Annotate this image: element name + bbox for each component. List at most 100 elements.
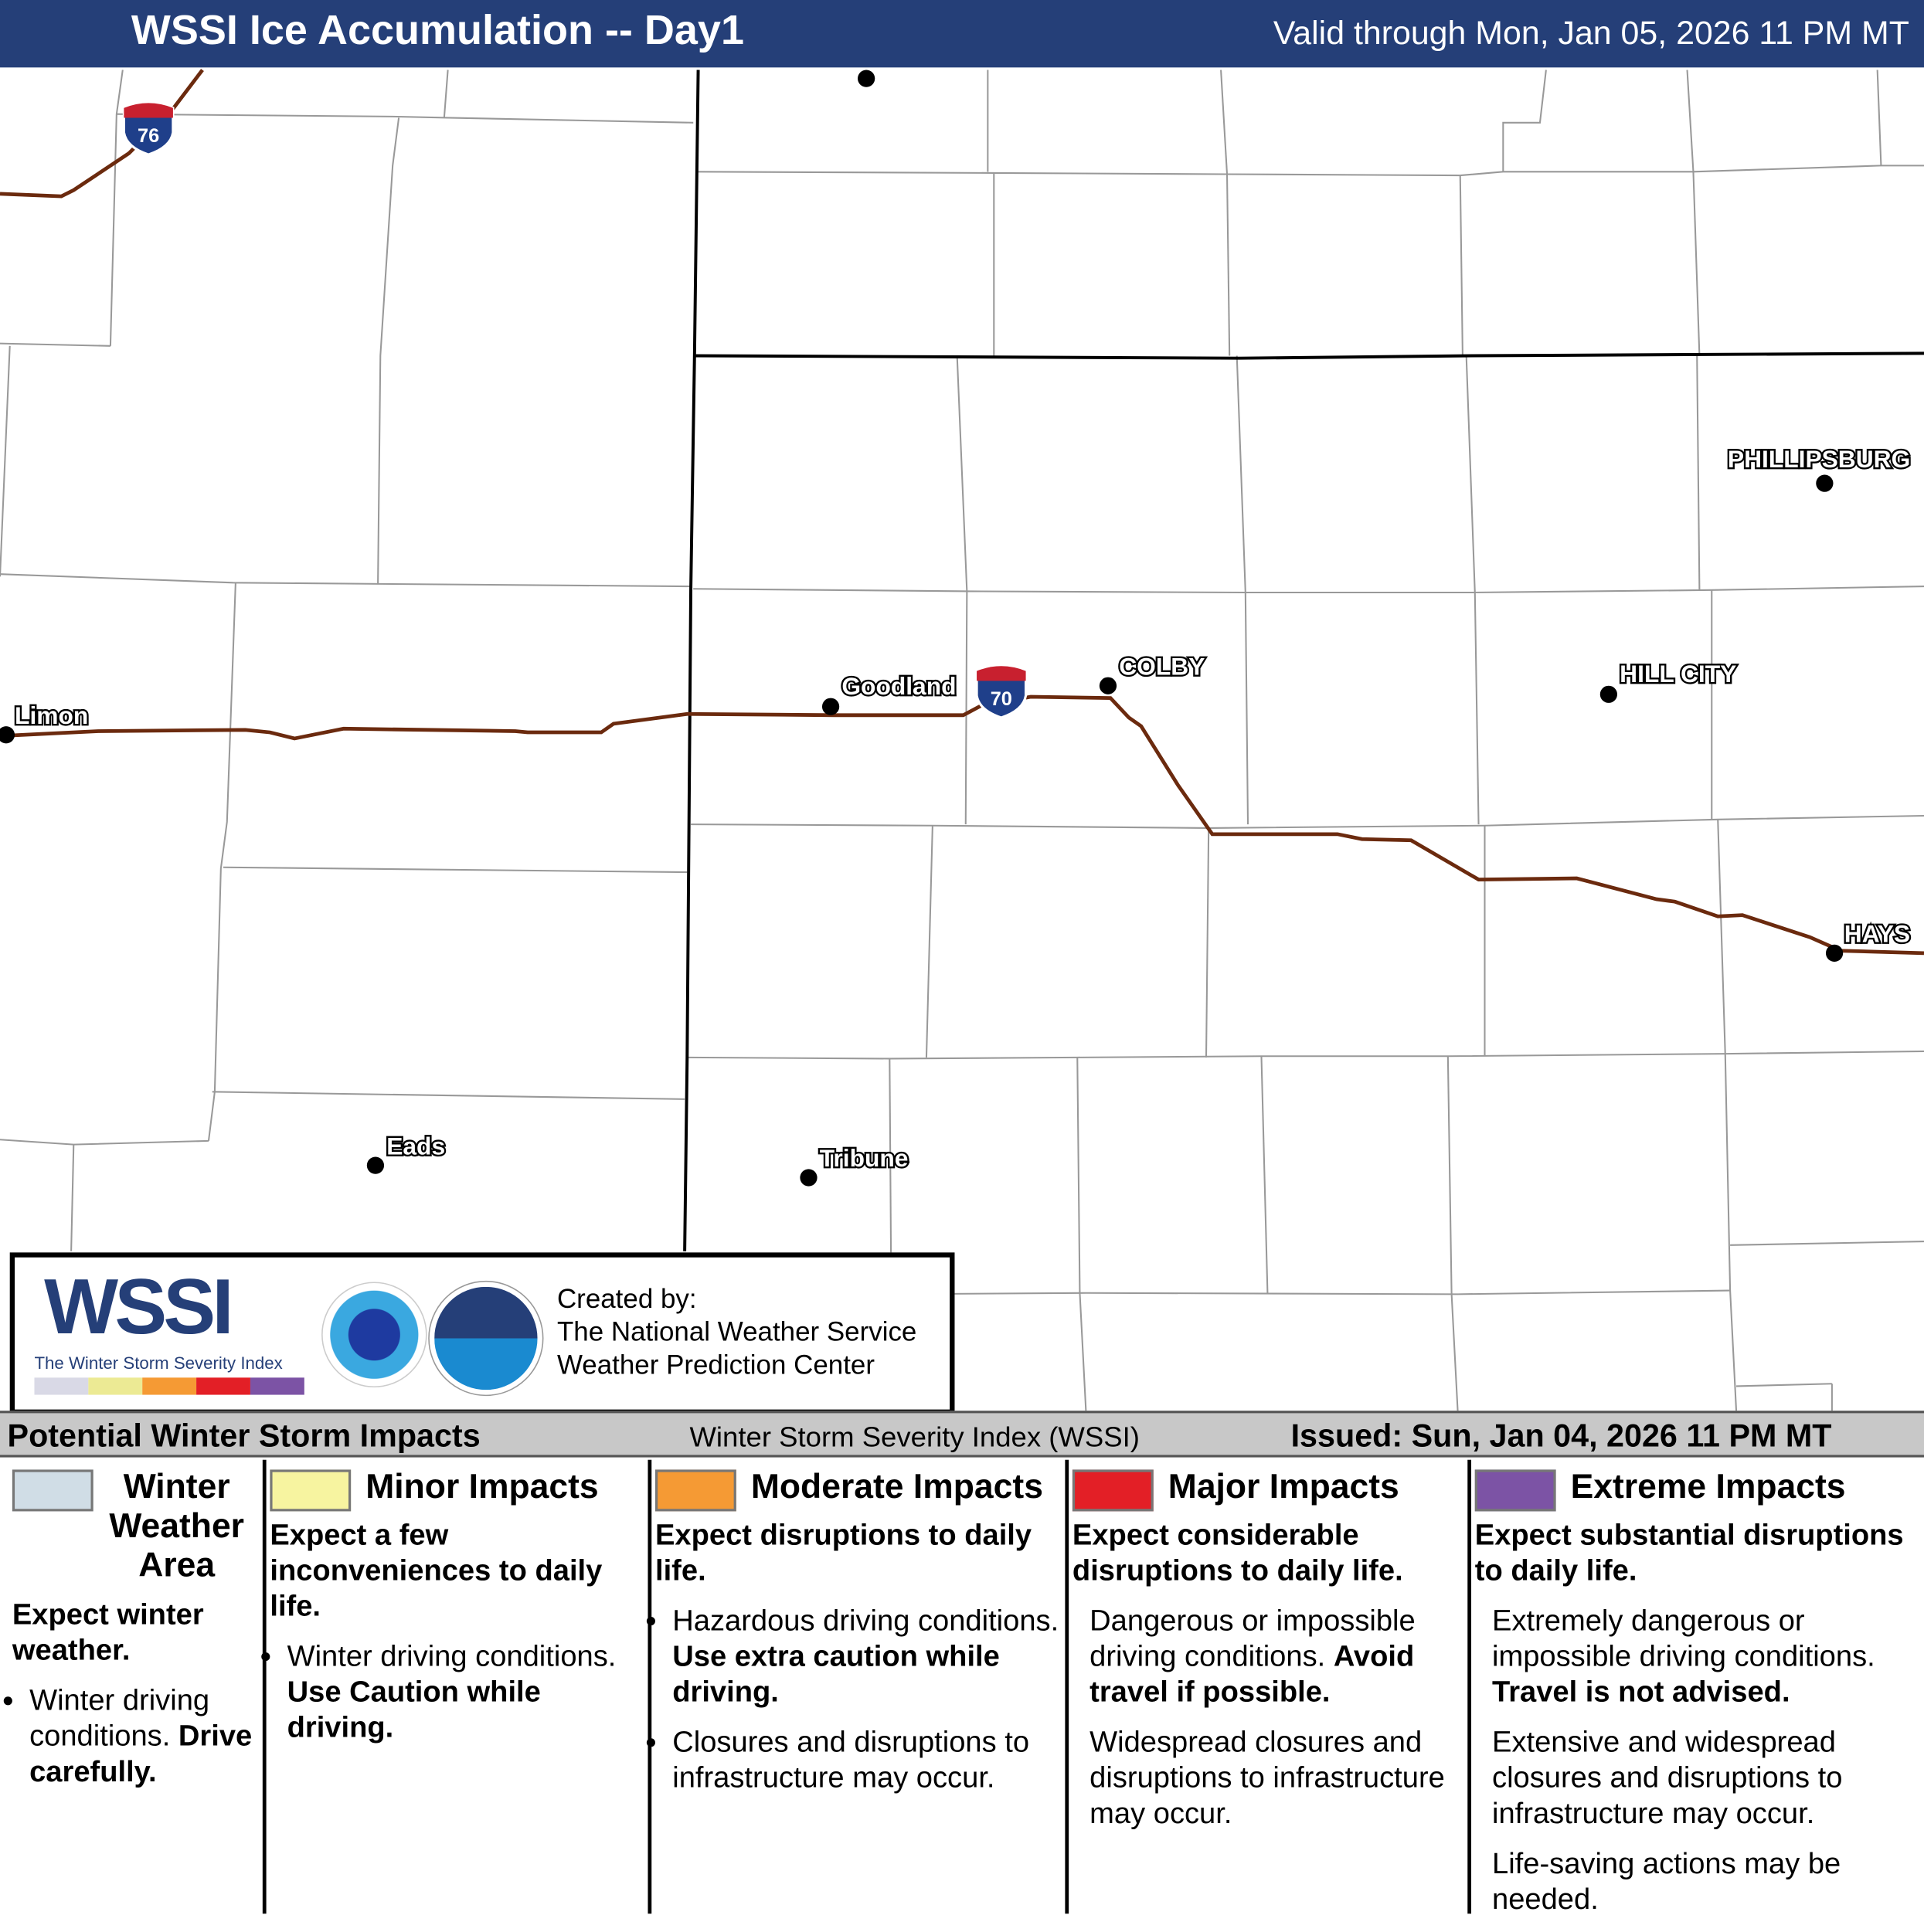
legend-item-text: Hazardous driving conditions. <box>672 1604 1059 1638</box>
legend-swatch <box>1072 1469 1154 1512</box>
legend-divider <box>1065 1459 1069 1914</box>
legend-lead: Expect substantial disruptions to daily … <box>1474 1518 1904 1587</box>
county-line <box>1465 355 1480 825</box>
legend-category: Moderate Impacts Expect disruptions to da… <box>654 1462 1066 1917</box>
legend-item: Extremely dangerous or impossible drivin… <box>1492 1604 1924 1710</box>
credit-box: WSSI The Winter Storm Severity Index Cre… <box>9 1252 955 1414</box>
legend-item: Widespread closures and disruptions to i… <box>1089 1725 1469 1832</box>
legend-item-emphasis: Avoid travel if possible. <box>1089 1640 1415 1710</box>
state-lines <box>683 70 1924 1251</box>
legend-divider <box>262 1459 267 1914</box>
legend-item: Winter driving conditions. Use Caution w… <box>287 1639 653 1746</box>
legend-category: Extreme Impacts Expect substantial disrup… <box>1474 1462 1924 1917</box>
county-line <box>691 814 1924 829</box>
legend-item-emphasis: Travel is not advised. <box>1492 1676 1790 1710</box>
city-label: PHILLIPSBURG <box>1728 445 1910 473</box>
legend-divider <box>1467 1459 1472 1914</box>
state-line-ks-ne <box>693 351 1924 360</box>
legend-index-name: Winter Storm Severity Index (WSSI) <box>689 1420 1140 1453</box>
county-line <box>443 70 449 118</box>
legend-item: Winter driving conditions. Drive careful… <box>29 1683 263 1790</box>
county-line <box>925 825 933 1058</box>
issued-time: Issued: Sun, Jan 04, 2026 11 PM MT <box>1290 1417 1832 1454</box>
legend-item-text: Winter driving conditions. <box>29 1684 210 1754</box>
city-dot <box>1099 677 1117 694</box>
county-line <box>1225 174 1231 356</box>
noaa-logo-icon <box>428 1280 544 1397</box>
interstate-number: 70 <box>991 688 1012 710</box>
county-line <box>956 355 968 825</box>
legend-lead: Expect disruptions to daily life. <box>654 1518 1032 1587</box>
city-dot <box>858 70 875 87</box>
legend-title: Potential Winter Storm Impacts <box>7 1417 481 1454</box>
legend-item: Closures and disruptions to infrastructu… <box>672 1725 1066 1796</box>
legend-category-name: Extreme Impacts <box>1570 1467 1846 1506</box>
county-line <box>377 117 400 584</box>
legend-category-name: Winter Weather Area <box>109 1467 244 1584</box>
county-line <box>116 113 694 124</box>
legend-lead: Expect winter weather. <box>12 1598 204 1668</box>
county-line <box>1260 1056 1269 1293</box>
city-label: Limon <box>15 701 88 729</box>
legend-item-text: Dangerous or impossible driving conditio… <box>1089 1604 1416 1674</box>
legend-item: Hazardous driving conditions. Use extra … <box>672 1604 1066 1710</box>
interstate-70-shield-icon: 70 <box>975 664 1028 719</box>
city-dot <box>1816 474 1834 492</box>
county-lines <box>0 70 1924 1411</box>
wssi-color-bar <box>34 1377 304 1395</box>
legend-divider <box>648 1459 652 1914</box>
county-line <box>1686 70 1695 172</box>
legend-swatch <box>654 1469 736 1512</box>
county-line <box>1730 1241 1924 1246</box>
legend-item-text: Life-saving actions may be needed. <box>1492 1847 1841 1917</box>
county-line <box>687 1050 1924 1060</box>
legend-category: Major Impacts Expect considerable disrupt… <box>1072 1462 1469 1917</box>
city-dot <box>800 1169 818 1187</box>
legend-item: Extensive and widespread closures and di… <box>1492 1725 1924 1832</box>
county-line <box>1717 819 1738 1411</box>
state-line-co-ks <box>683 70 700 1251</box>
city-dot <box>821 698 840 715</box>
county-line <box>1446 1056 1459 1411</box>
wssi-logo: WSSI <box>44 1262 233 1351</box>
county-line <box>0 345 11 577</box>
county-line <box>70 1144 75 1251</box>
county-line <box>0 1139 209 1146</box>
interstate-number: 76 <box>138 125 159 147</box>
legend-category-name: Minor Impacts <box>365 1467 599 1506</box>
city-label: Goodland <box>841 672 956 700</box>
legend-item-emphasis: Use Caution while driving. <box>287 1676 541 1745</box>
city-label: COLBY <box>1119 652 1205 680</box>
valid-time: Valid through Mon, Jan 05, 2026 11 PM MT <box>1273 15 1909 52</box>
legend-item-text: Extremely dangerous or impossible drivin… <box>1492 1604 1875 1674</box>
legend-item: Life-saving actions may be needed. <box>1492 1846 1924 1917</box>
city-dot <box>366 1156 385 1174</box>
legend-swatch <box>12 1469 93 1512</box>
legend-header: Potential Winter Storm Impacts Winter St… <box>0 1411 1924 1458</box>
credit-line: The National Weather Service <box>556 1316 917 1347</box>
county-line <box>212 1091 685 1100</box>
legend-item-text: Closures and disruptions to infrastructu… <box>672 1726 1030 1795</box>
county-line <box>693 586 1924 594</box>
county-line <box>696 165 1924 177</box>
county-line <box>1205 827 1210 1058</box>
city-dot <box>1825 944 1844 962</box>
legend-item-text: Winter driving conditions. <box>287 1640 617 1674</box>
legend-item-text: Widespread closures and disruptions to i… <box>1089 1726 1445 1831</box>
county-line <box>1236 355 1249 825</box>
city-label: HILL CITY <box>1620 660 1736 688</box>
county-line <box>0 342 110 347</box>
county-line <box>1692 171 1701 356</box>
legend-lead: Expect a few inconveniences to daily lif… <box>270 1518 603 1623</box>
county-line <box>223 866 688 874</box>
legend-category: Minor Impacts Expect a few inconveniences… <box>270 1462 652 1917</box>
county-line <box>1696 355 1701 590</box>
county-line <box>1502 70 1547 172</box>
legend-swatch <box>270 1469 352 1512</box>
legend-category: Winter Weather Area Expect winter weather… <box>12 1462 264 1917</box>
legend-item-text: Extensive and widespread closures and di… <box>1492 1726 1843 1831</box>
city-label: HAYS <box>1844 920 1910 948</box>
map-title: WSSI Ice Accumulation -- Day1 <box>131 7 745 54</box>
interstate-76-route <box>0 69 204 199</box>
county-line <box>1076 1057 1087 1411</box>
